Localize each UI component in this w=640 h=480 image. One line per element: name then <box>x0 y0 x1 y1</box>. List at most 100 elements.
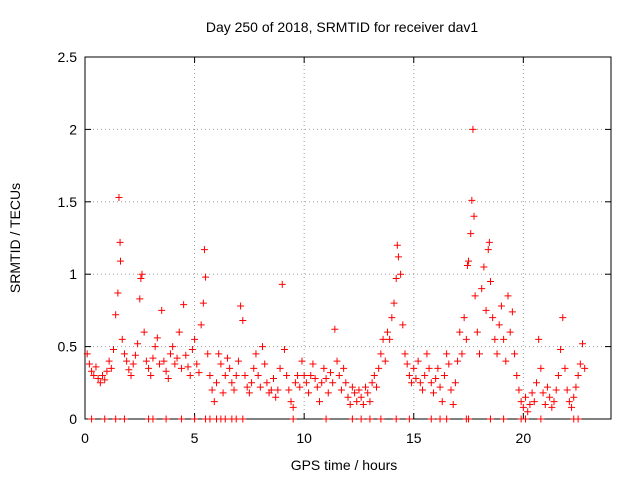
data-point <box>394 253 402 261</box>
data-point <box>565 398 573 406</box>
data-point <box>200 246 208 254</box>
data-point <box>543 383 551 391</box>
data-point-zero <box>574 415 582 423</box>
data-point <box>522 393 530 401</box>
data-point <box>256 383 264 391</box>
data-point <box>210 398 218 406</box>
ticks-layer: 0 0.5 1 1.5 2 2.5 0 5 10 15 20 <box>58 49 611 446</box>
data-point <box>471 292 479 300</box>
data-point <box>386 335 394 343</box>
data-point <box>537 364 545 372</box>
data-point <box>302 379 310 387</box>
data-point <box>171 360 179 368</box>
data-point <box>162 367 170 375</box>
data-point <box>109 345 117 353</box>
data-point-zero <box>500 415 508 423</box>
data-point <box>532 379 540 387</box>
data-point <box>423 350 431 358</box>
data-point <box>195 369 203 377</box>
data-point <box>88 367 96 375</box>
data-point <box>375 364 383 372</box>
data-point <box>164 374 172 382</box>
data-point <box>416 379 424 387</box>
data-point <box>289 403 297 411</box>
data-point <box>118 335 126 343</box>
data-point <box>307 372 315 380</box>
data-point <box>101 376 109 384</box>
data-point <box>502 357 510 365</box>
data-point <box>419 386 427 394</box>
data-point <box>180 301 188 309</box>
data-point <box>403 360 411 368</box>
data-point <box>136 295 144 303</box>
data-point <box>149 354 157 362</box>
data-point <box>316 398 324 406</box>
data-point-zero <box>486 415 494 423</box>
data-point <box>134 340 142 348</box>
data-point <box>193 360 201 368</box>
data-point <box>166 350 174 358</box>
data-point-zero <box>191 415 199 423</box>
data-point <box>173 354 181 362</box>
data-point <box>359 401 367 409</box>
data-point-zero <box>221 415 229 423</box>
data-point <box>348 383 356 391</box>
data-point <box>454 357 462 365</box>
data-point <box>300 372 308 380</box>
y-tick-label: 2.5 <box>58 49 78 65</box>
data-point <box>125 366 133 374</box>
data-point <box>182 351 190 359</box>
data-point <box>151 343 159 351</box>
data-point <box>96 379 104 387</box>
data-point <box>329 379 337 387</box>
data-point <box>147 372 155 380</box>
data-point <box>318 379 326 387</box>
data-point <box>197 321 205 329</box>
data-point-zero <box>465 415 473 423</box>
data-point-zero <box>177 415 185 423</box>
data-point <box>548 403 556 411</box>
data-point <box>199 299 207 307</box>
data-point <box>397 270 405 278</box>
data-point-zero <box>206 415 214 423</box>
data-point <box>410 364 418 372</box>
data-point <box>324 389 332 397</box>
x-tick-label: 0 <box>81 430 89 446</box>
data-point <box>393 241 401 249</box>
data-point-zero <box>436 415 444 423</box>
data-point <box>107 364 115 372</box>
y-tick-label: 1.5 <box>58 194 78 210</box>
data-point-zero <box>427 415 435 423</box>
data-point <box>239 317 247 325</box>
data-point <box>504 292 512 300</box>
data-point-zero <box>377 415 385 423</box>
data-point <box>486 277 494 285</box>
data-point-zero <box>232 415 240 423</box>
data-point <box>160 357 168 365</box>
data-point <box>322 374 330 382</box>
data-point <box>390 299 398 307</box>
data-point <box>131 351 139 359</box>
data-point <box>186 372 194 380</box>
data-point <box>241 372 249 380</box>
data-points-layer <box>83 125 589 423</box>
data-point <box>357 393 365 401</box>
data-point <box>285 386 293 394</box>
data-point <box>296 383 304 391</box>
data-point <box>223 354 231 362</box>
data-point <box>112 311 120 319</box>
data-point <box>517 398 525 406</box>
data-point <box>485 238 493 246</box>
data-point-zero <box>88 415 96 423</box>
data-point <box>519 403 527 411</box>
data-point <box>217 360 225 368</box>
data-point <box>421 372 429 380</box>
data-point <box>372 383 380 391</box>
data-point <box>250 364 258 372</box>
data-point <box>388 314 396 322</box>
data-point <box>469 125 477 133</box>
y-tick-label: 1 <box>69 266 77 282</box>
data-point <box>500 335 508 343</box>
data-point <box>278 280 286 288</box>
